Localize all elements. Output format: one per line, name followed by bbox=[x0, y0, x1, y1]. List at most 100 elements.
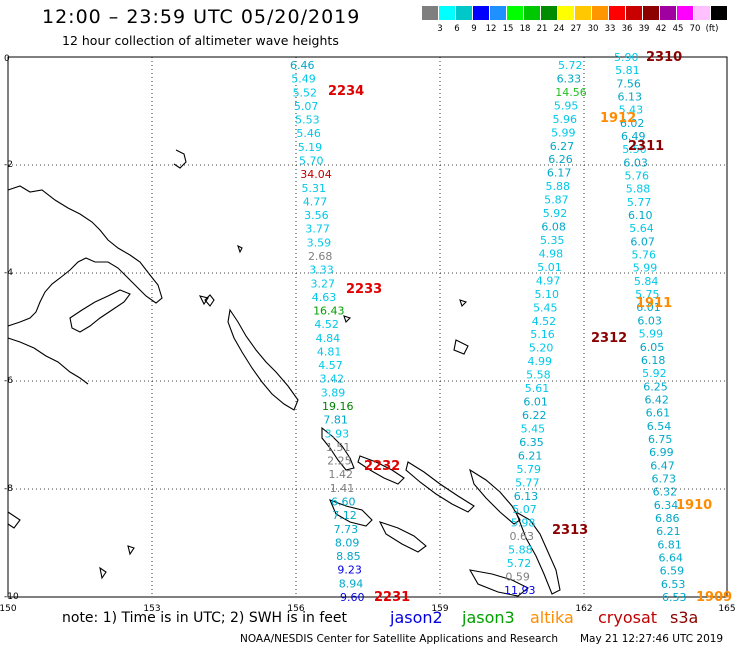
wave-height-value: 2.68 bbox=[308, 250, 333, 263]
wave-height-value: 5.77 bbox=[627, 196, 652, 209]
wave-height-value: 5.75 bbox=[635, 288, 660, 301]
wave-height-value: 6.10 bbox=[628, 209, 653, 222]
wave-height-value: 5.53 bbox=[295, 114, 320, 127]
new-britain-east bbox=[227, 308, 299, 411]
map-title: 12:00 – 23:59 UTC 05/20/2019 bbox=[42, 6, 361, 28]
y-tick-label: -6 bbox=[4, 376, 13, 386]
track-id-label: 2233 bbox=[346, 282, 382, 297]
wave-height-value: 5.72 bbox=[558, 59, 583, 72]
wave-height-value: 34.04 bbox=[300, 168, 332, 181]
legend-cryosat: cryosat bbox=[598, 608, 658, 627]
wave-height-value: 7.73 bbox=[334, 523, 359, 536]
new-britain-coast bbox=[69, 289, 131, 333]
wave-height-value: 6.86 bbox=[655, 512, 680, 525]
wave-height-value: 5.77 bbox=[515, 476, 540, 489]
color-swatch bbox=[711, 6, 727, 20]
track-id-label: 1912 bbox=[600, 111, 636, 126]
wave-height-value: 5.98 bbox=[511, 517, 536, 530]
vanuatu-north bbox=[7, 511, 21, 529]
wave-height-value: 6.03 bbox=[637, 314, 662, 327]
wave-height-value: 19.16 bbox=[322, 400, 354, 413]
wave-height-value: 1.51 bbox=[326, 441, 351, 454]
color-swatch bbox=[643, 6, 659, 20]
color-scale-tick: 36 bbox=[621, 24, 633, 34]
wave-height-value: 4.99 bbox=[528, 355, 553, 368]
coastlines bbox=[7, 149, 561, 597]
wave-height-value: 5.88 bbox=[626, 183, 651, 196]
wave-height-value: 16.43 bbox=[313, 305, 345, 318]
color-scale-tick: 6 bbox=[454, 24, 460, 34]
generation-timestamp: May 21 12:27:46 UTC 2019 bbox=[580, 633, 724, 645]
x-tick-label: 162 bbox=[575, 604, 592, 614]
wave-height-value: 5.70 bbox=[299, 154, 324, 167]
wave-height-value: 4.97 bbox=[536, 274, 561, 287]
track-id-label: 2231 bbox=[374, 590, 410, 605]
color-swatch bbox=[490, 6, 506, 20]
wave-height-value: 9.23 bbox=[337, 564, 362, 577]
wave-height-value: 5.35 bbox=[540, 234, 565, 247]
wave-height-value: 6.75 bbox=[648, 433, 673, 446]
color-scale-tick: 9 bbox=[471, 24, 477, 34]
wave-height-value: 3.93 bbox=[325, 427, 350, 440]
wave-height-value: 6.22 bbox=[522, 409, 547, 422]
santa-cruz-islands bbox=[514, 510, 561, 595]
color-swatch bbox=[626, 6, 642, 20]
wave-height-value: 8.85 bbox=[336, 550, 361, 563]
color-swatch bbox=[677, 6, 693, 20]
legend-jason2: jason2 bbox=[390, 608, 443, 627]
wave-height-value: 6.03 bbox=[623, 156, 648, 169]
wave-height-value: 5.87 bbox=[544, 194, 569, 207]
color-scale-tick: 45 bbox=[672, 24, 684, 34]
wave-height-value: 5.49 bbox=[291, 73, 316, 86]
x-axis-labels: 150 153 156 159 162 165 bbox=[0, 604, 736, 614]
track-id-label: 2310 bbox=[646, 50, 682, 65]
y-tick-label: -8 bbox=[4, 484, 13, 494]
wave-height-value: 7.56 bbox=[616, 77, 641, 90]
color-scale-tick: 12 bbox=[485, 24, 497, 34]
wave-height-value: 6.21 bbox=[656, 525, 681, 538]
y-tick-label: -4 bbox=[4, 268, 13, 278]
wave-height-value: 6.21 bbox=[518, 449, 543, 462]
wave-height-value: 5.99 bbox=[639, 328, 664, 341]
wave-height-value: 5.43 bbox=[619, 104, 644, 117]
color-swatch bbox=[609, 6, 625, 20]
color-swatch bbox=[507, 6, 523, 20]
wave-height-value: 6.54 bbox=[647, 420, 672, 433]
wave-height-value: 6.32 bbox=[653, 486, 678, 499]
wave-height-value: 4.81 bbox=[317, 345, 342, 358]
track-id-label: 2232 bbox=[364, 459, 400, 474]
note-text: note: 1) Time is in UTC; 2) SWH is in fe… bbox=[62, 610, 348, 626]
wave-height-value: 5.10 bbox=[534, 288, 559, 301]
wave-height-value: 6.27 bbox=[550, 140, 575, 153]
wave-height-value: 3.56 bbox=[304, 209, 329, 222]
wave-height-value: 6.53 bbox=[662, 591, 687, 604]
wave-height-value: 5.45 bbox=[521, 422, 546, 435]
y-axis-labels: 0 -2 -4 -6 -8 -10 bbox=[4, 54, 19, 602]
legend-s3a: s3a bbox=[670, 608, 699, 627]
small-island-1 bbox=[453, 339, 469, 355]
y-tick-label: 0 bbox=[4, 54, 10, 64]
wave-height-value: 14.56 bbox=[555, 86, 587, 99]
color-swatch bbox=[422, 6, 438, 20]
wave-height-value: 5.76 bbox=[632, 249, 657, 262]
color-swatch bbox=[473, 6, 489, 20]
y-tick-label: -10 bbox=[4, 592, 19, 602]
new-ireland-coast bbox=[204, 294, 215, 307]
color-scale-tick: 18 bbox=[519, 24, 531, 34]
color-scale-tick: 70 bbox=[689, 24, 701, 34]
san-cristobal-coast bbox=[468, 569, 530, 597]
wave-height-value: 6.13 bbox=[514, 490, 539, 503]
wave-height-value: 4.52 bbox=[532, 315, 557, 328]
new-guinea-coast bbox=[7, 185, 163, 327]
wave-height-value: 5.46 bbox=[296, 127, 321, 140]
wave-height-value: 5.07 bbox=[512, 503, 537, 516]
wave-height-value: 4.57 bbox=[318, 359, 343, 372]
color-scale-tick: (ft) bbox=[705, 24, 719, 34]
wave-height-value: 6.46 bbox=[290, 59, 315, 72]
track-id-label: 1909 bbox=[696, 590, 732, 605]
wave-height-value: 5.84 bbox=[634, 275, 659, 288]
small-island-2 bbox=[459, 299, 468, 308]
wave-height-value: 5.88 bbox=[508, 544, 532, 557]
small-island-3 bbox=[343, 315, 352, 324]
